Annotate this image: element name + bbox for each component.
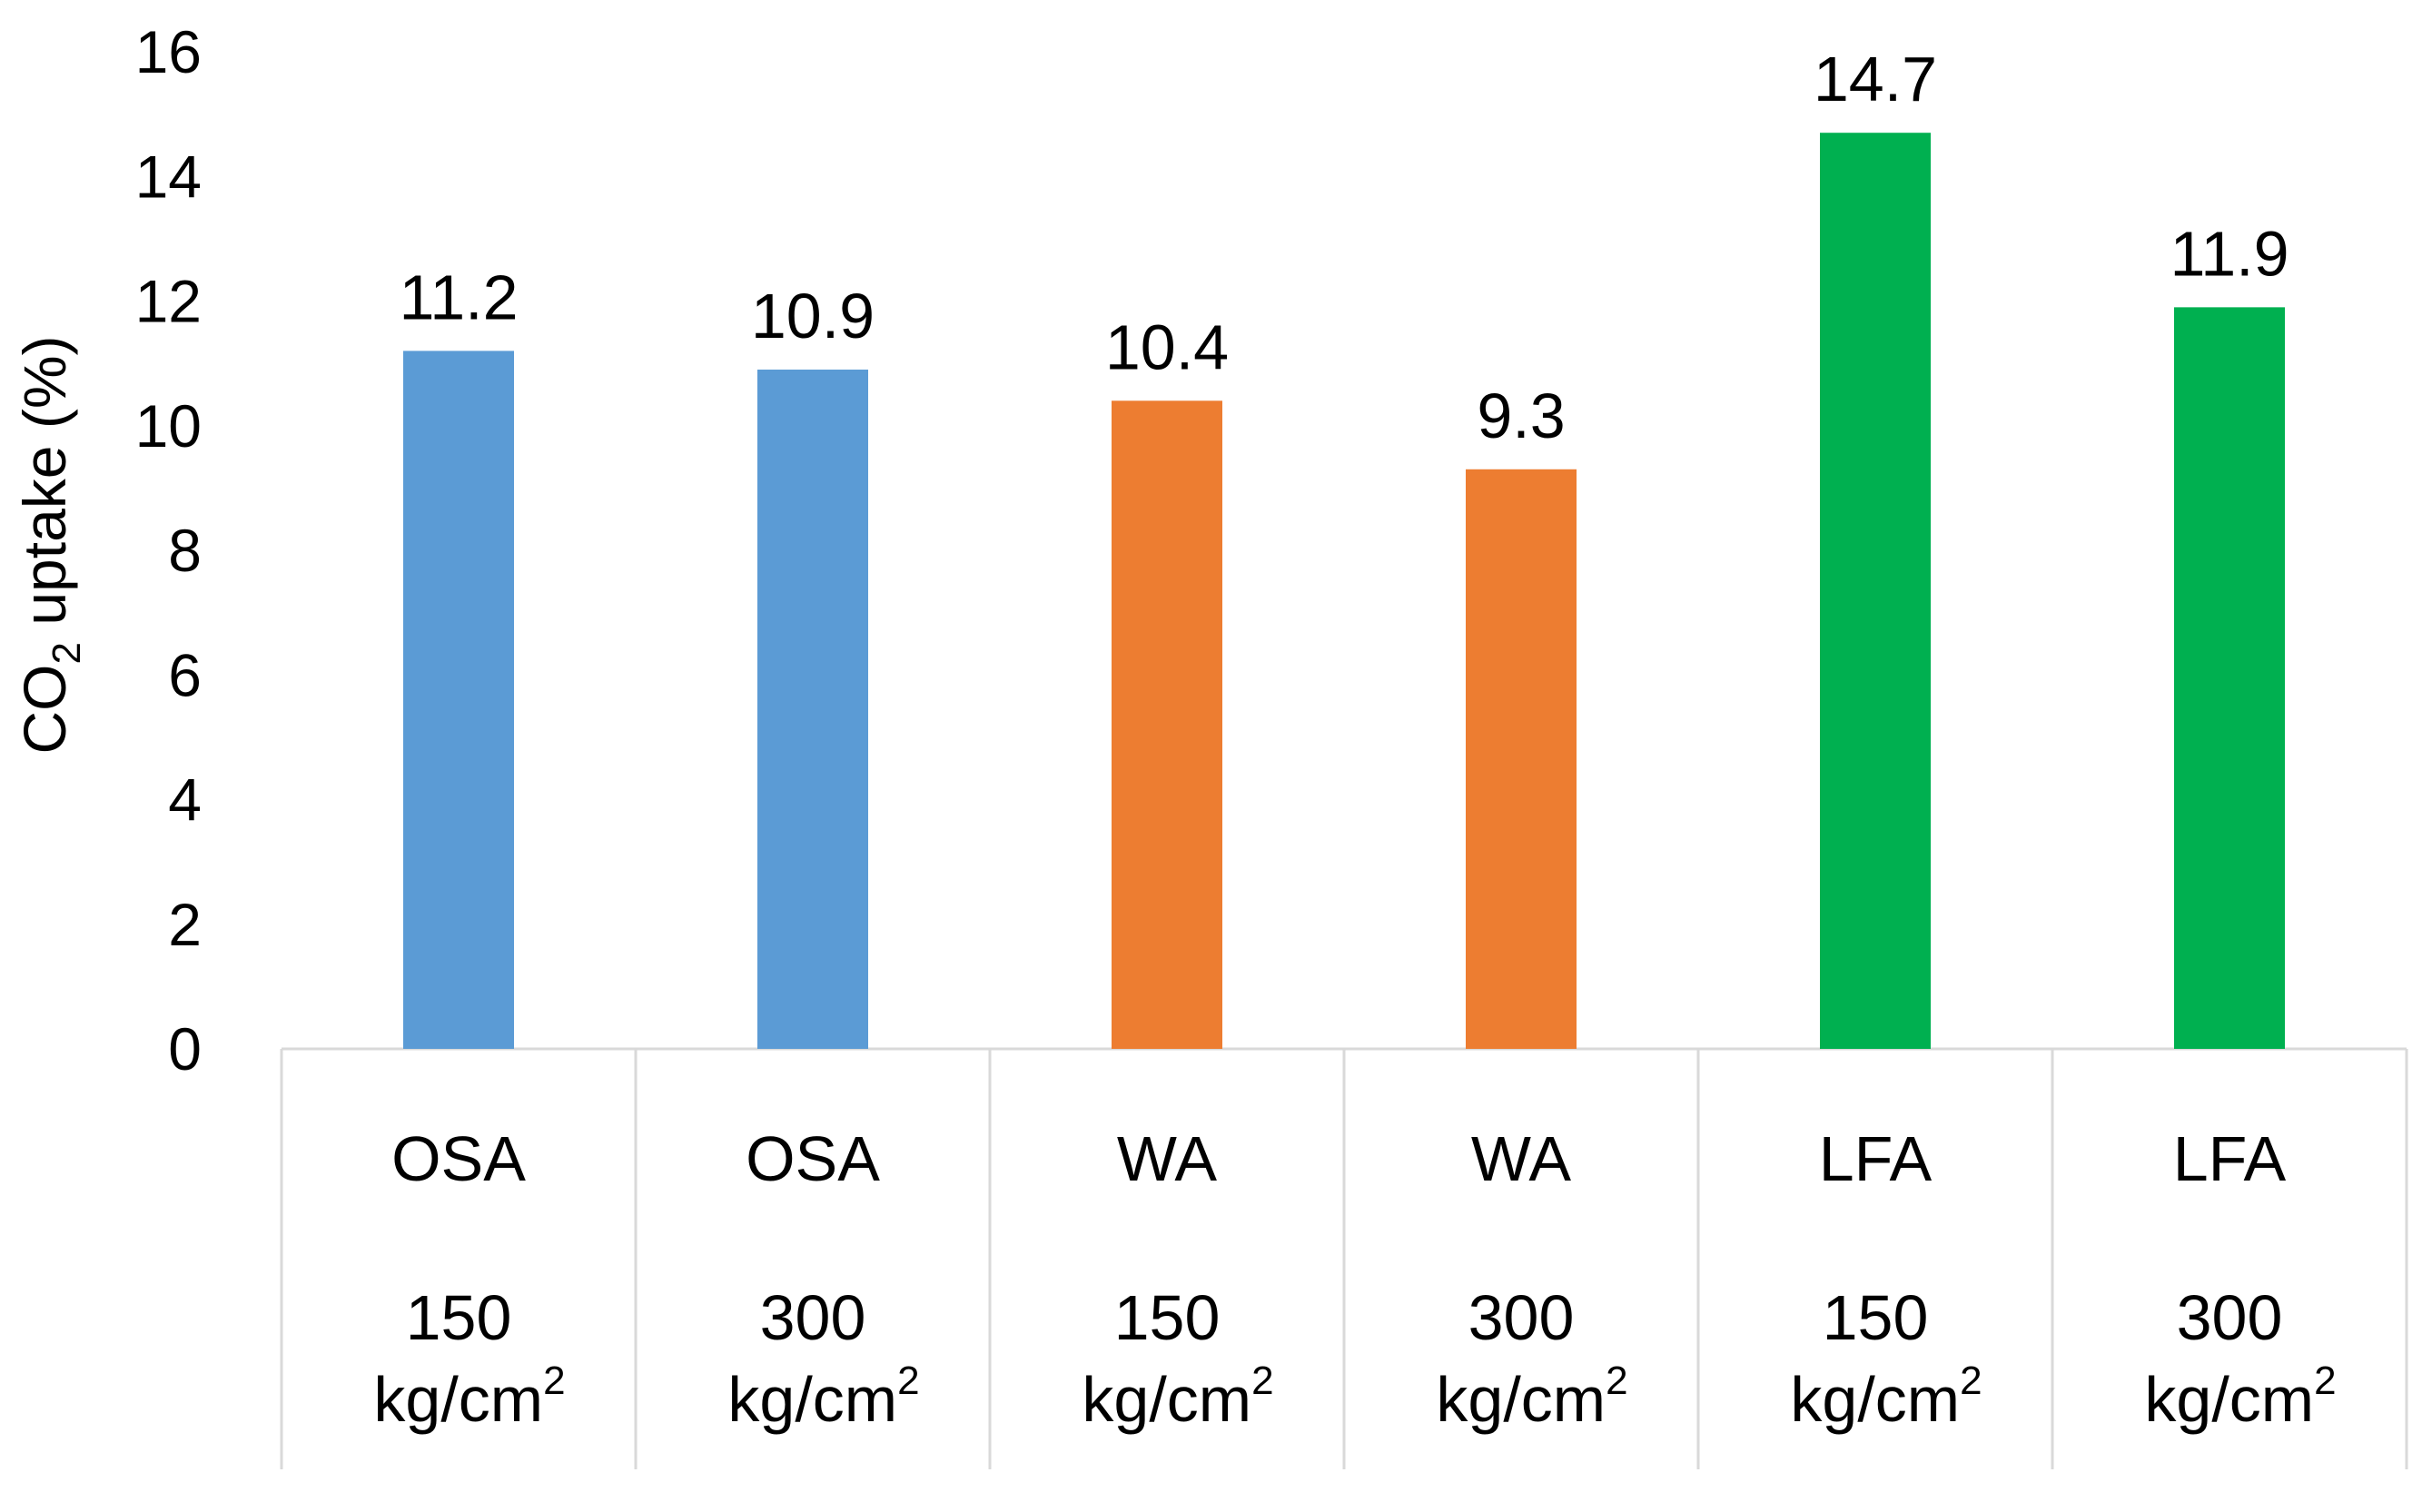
y-tick-label: 0 [168,1015,202,1082]
category-group-label: WA [1471,1123,1571,1194]
bar-lfa-300 [2174,307,2285,1049]
category-unit-superscript: 2 [1960,1359,1982,1403]
category-pressure-label: 300 [1468,1282,1575,1353]
y-tick-label: 14 [135,143,202,210]
data-labels: 11.2 10.9 10.4 9.3 14.7 11.9 [399,44,2289,451]
bar-series [403,133,2285,1049]
category-unit-superscript: 2 [897,1359,919,1403]
bar-lfa-150 [1820,133,1931,1049]
category-table-grid [280,1047,2408,1469]
category-unit-text: kg/cm [1436,1364,1606,1435]
category-unit-text: kg/cm [373,1364,543,1435]
category-unit-text: kg/cm [727,1364,897,1435]
y-tick-label: 16 [135,18,202,85]
data-label: 10.9 [751,281,875,351]
category-pressure-label: 300 [760,1282,866,1353]
y-axis-title-suffix: uptake (%) [11,336,78,642]
y-tick-label: 8 [168,517,202,584]
y-tick-label: 2 [168,891,202,958]
bar-wa-150 [1112,400,1222,1049]
category-group-label: WA [1117,1123,1217,1194]
y-tick-label: 6 [168,641,202,708]
category-labels: OSA150kg/cm2OSA300kg/cm2WA150kg/cm2WA300… [373,1123,2336,1435]
category-unit-superscript: 2 [1606,1359,1627,1403]
category-pressure-label: 150 [1823,1282,1929,1353]
y-axis-title-subscript: 2 [44,642,89,664]
category-unit-label: kg/cm2 [1436,1359,1627,1435]
category-unit-text: kg/cm [2144,1364,2314,1435]
category-group-label: LFA [2173,1123,2287,1194]
data-label: 14.7 [1814,44,1937,114]
category-unit-label: kg/cm2 [2144,1359,2336,1435]
category-unit-superscript: 2 [543,1359,565,1403]
bar-osa-150 [403,351,514,1049]
y-tick-label: 4 [168,766,202,834]
category-unit-label: kg/cm2 [1082,1359,1273,1435]
category-pressure-label: 150 [406,1282,512,1353]
category-unit-label: kg/cm2 [727,1359,919,1435]
category-unit-text: kg/cm [1082,1364,1251,1435]
y-axis-title-group: CO2 uptake (%) [11,336,89,755]
category-group-label: LFA [1819,1123,1933,1194]
category-unit-text: kg/cm [1790,1364,1960,1435]
y-tick-label: 12 [135,268,202,335]
data-label: 11.9 [2170,218,2289,289]
bar-wa-300 [1466,469,1577,1049]
y-tick-label: 10 [135,392,202,460]
data-label: 10.4 [1105,311,1229,382]
data-label: 11.2 [399,262,518,332]
category-unit-superscript: 2 [1251,1359,1273,1403]
category-group-label: OSA [391,1123,526,1194]
category-unit-label: kg/cm2 [373,1359,565,1435]
y-axis-title: CO2 uptake (%) [11,336,89,755]
category-pressure-label: 150 [1114,1282,1221,1353]
bar-osa-300 [757,369,868,1049]
category-group-label: OSA [746,1123,880,1194]
category-unit-label: kg/cm2 [1790,1359,1982,1435]
category-unit-superscript: 2 [2314,1359,2336,1403]
data-label: 9.3 [1477,380,1565,451]
y-axis-title-prefix: CO [11,664,78,754]
category-pressure-label: 300 [2177,1282,2283,1353]
y-axis-ticks: 0 2 4 6 8 10 12 14 16 [135,18,202,1082]
